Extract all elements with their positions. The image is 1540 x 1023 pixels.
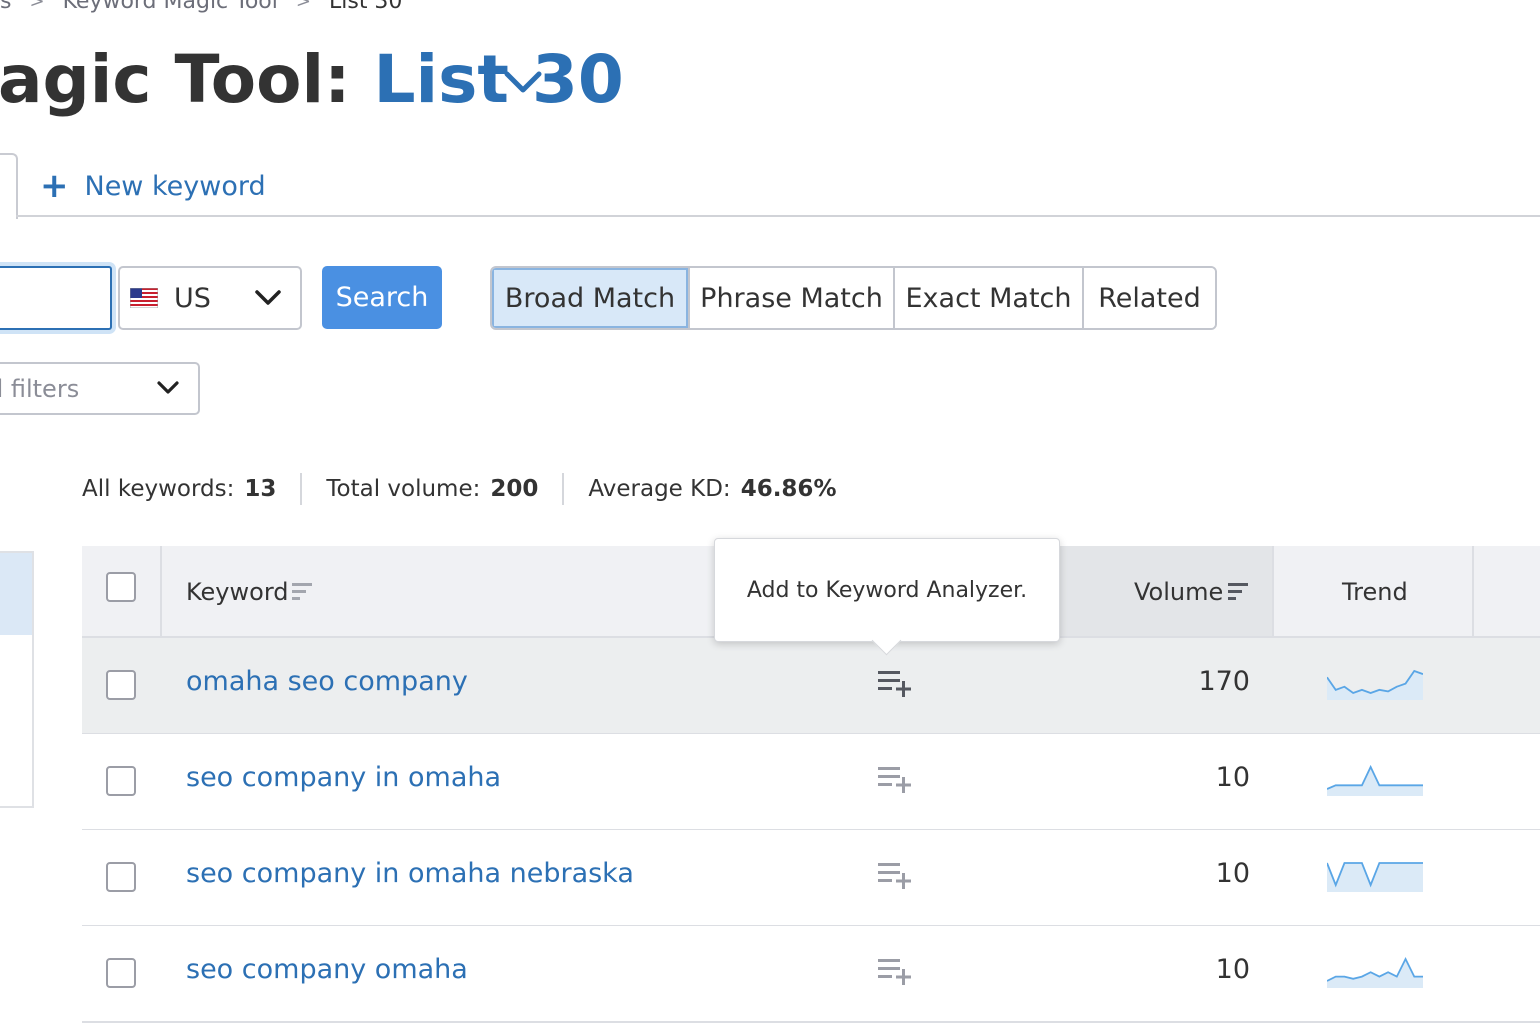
keyword-search-input[interactable] (0, 268, 110, 328)
breadcrumb-item-keyword-magic-tool[interactable]: Keyword Magic Tool (62, 0, 278, 14)
database-select[interactable]: US (118, 266, 302, 330)
keyword-input-wrapper (0, 266, 112, 330)
stat-divider (562, 473, 565, 505)
column-divider (1472, 546, 1474, 636)
volume-value: 10 (1215, 954, 1250, 985)
breadcrumb: s > Keyword Magic Tool > List 30 (0, 0, 402, 16)
exact-match-button[interactable]: Exact Match (893, 268, 1082, 328)
plus-icon: + (40, 166, 69, 206)
row-checkbox[interactable] (106, 958, 136, 988)
stat-label: Average KD: (588, 476, 731, 502)
breadcrumb-item-parent[interactable]: s (0, 0, 12, 14)
row-checkbox[interactable] (106, 766, 136, 796)
search-button[interactable]: Search (322, 266, 442, 329)
stat-average-kd: Average KD: 46.86% (588, 476, 836, 502)
stat-label: Total volume: (326, 476, 481, 502)
row-checkbox[interactable] (106, 670, 136, 700)
trend-line (1327, 956, 1423, 982)
trend-area (1327, 959, 1423, 988)
header-volume[interactable]: Volume (1134, 578, 1224, 606)
match-type-toggle: Broad Match Phrase Match Exact Match Rel… (490, 266, 1217, 330)
header-trend: Trend (1342, 578, 1408, 606)
header-keyword[interactable]: Keyword (186, 578, 289, 606)
playlist-add-icon[interactable] (878, 668, 912, 698)
column-divider (160, 546, 162, 636)
chevron-down-icon (255, 290, 281, 305)
table-row: seo company in omaha nebraska 10 (82, 830, 1540, 927)
advanced-filters-label: d filters (0, 374, 80, 403)
new-keyword-tab[interactable]: + New keyword (40, 166, 266, 206)
trend-sparkline (1327, 862, 1423, 892)
advanced-filters-select[interactable]: d filters (0, 362, 200, 415)
select-all-checkbox[interactable] (106, 572, 136, 602)
trend-sparkline (1327, 764, 1423, 796)
trend-area (1327, 671, 1423, 700)
keyword-link[interactable]: seo company in omaha nebraska (186, 858, 634, 889)
keyword-link[interactable]: seo company in omaha (186, 762, 502, 793)
us-flag-icon (130, 288, 158, 308)
volume-value: 10 (1215, 858, 1250, 889)
stat-value: 13 (244, 476, 277, 502)
broad-match-button[interactable]: Broad Match (492, 268, 688, 328)
trend-area (1327, 767, 1423, 796)
sort-icon[interactable] (292, 582, 314, 602)
related-button[interactable]: Related (1082, 268, 1215, 328)
chevron-down-icon[interactable] (503, 66, 543, 98)
phrase-match-button[interactable]: Phrase Match (688, 268, 893, 328)
breadcrumb-separator-icon: > (295, 0, 311, 12)
tabs-divider (16, 215, 1540, 217)
keyword-stats: All keywords: 13 Total volume: 200 Avera… (82, 472, 836, 506)
trend-line (1327, 764, 1423, 790)
keyword-link[interactable]: omaha seo company (186, 666, 468, 697)
page-title-prefix: agic Tool: (0, 41, 374, 118)
table-row: seo company omaha 10 (82, 926, 1540, 1023)
stat-value: 46.86% (740, 476, 837, 502)
volume-value: 10 (1215, 762, 1250, 793)
stat-total-volume: Total volume: 200 (326, 476, 538, 502)
database-label: US (174, 282, 211, 314)
trend-sparkline (1327, 669, 1423, 700)
stat-divider (300, 473, 303, 505)
breadcrumb-separator-icon: > (29, 0, 45, 12)
keyword-link[interactable]: seo company omaha (186, 954, 468, 985)
playlist-add-icon[interactable] (878, 860, 912, 890)
page-title: agic Tool: List 30 (0, 42, 624, 118)
sort-icon[interactable] (1228, 582, 1250, 602)
table-row: seo company in omaha 10 (82, 734, 1540, 831)
stat-label: All keywords: (82, 476, 235, 502)
tab-active-keyword[interactable] (0, 153, 18, 219)
volume-value: 170 (1198, 666, 1250, 697)
add-to-analyzer-tooltip: Add to Keyword Analyzer. (714, 538, 1060, 642)
stat-value: 200 (490, 476, 539, 502)
column-divider (1272, 546, 1274, 636)
breadcrumb-item-current: List 30 (328, 0, 403, 14)
stat-all-keywords: All keywords: 13 (82, 476, 276, 502)
trend-line (1327, 862, 1423, 888)
list-name-dropdown[interactable]: List 30 (373, 41, 624, 118)
playlist-add-icon[interactable] (878, 956, 912, 986)
chevron-down-icon (157, 381, 179, 394)
side-panel-selected-item[interactable] (0, 553, 32, 635)
playlist-add-icon[interactable] (878, 764, 912, 794)
trend-line (1327, 669, 1423, 695)
row-checkbox[interactable] (106, 862, 136, 892)
table-row: omaha seo company 170 (82, 638, 1540, 735)
trend-area (1327, 863, 1423, 892)
trend-sparkline (1327, 956, 1423, 988)
new-keyword-label: New keyword (84, 170, 266, 202)
